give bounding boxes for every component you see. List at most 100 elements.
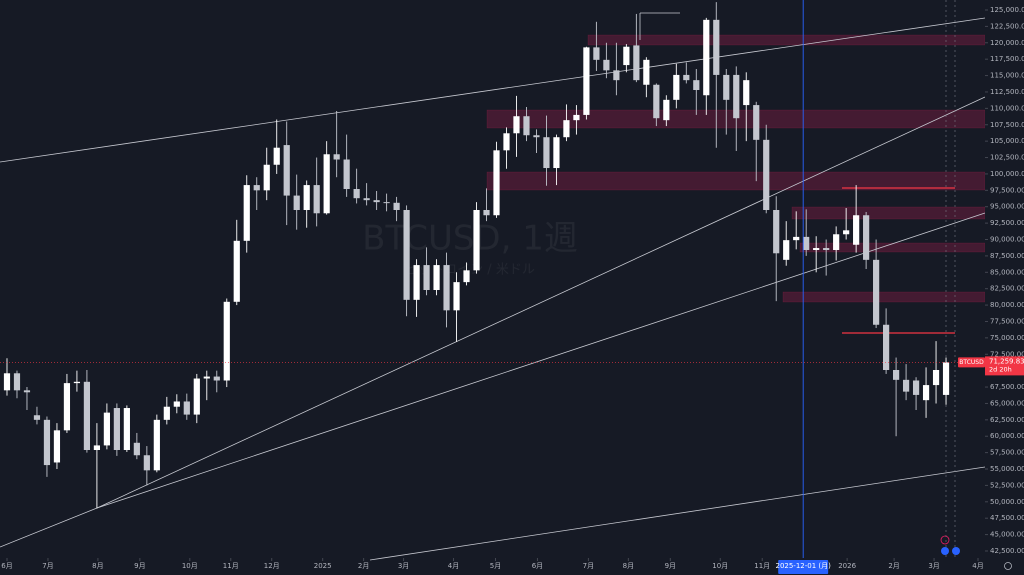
candle-body [483, 210, 490, 216]
settings-icon[interactable] [1004, 562, 1012, 570]
y-tick-label: 50,000.00 [990, 498, 1024, 506]
y-tick-label: 75,000.00 [990, 334, 1024, 342]
candle-body [403, 210, 410, 300]
y-tick-label: 52,500.00 [990, 481, 1024, 489]
x-tick-label: 2025 [314, 562, 332, 570]
flag-icon[interactable] [952, 547, 960, 555]
event-icon[interactable] [940, 535, 950, 545]
trend-line [369, 466, 986, 561]
y-tick-label: 72,500.00 [990, 350, 1024, 358]
y-tick-label: 85,000.00 [990, 268, 1024, 276]
candle-body [263, 164, 270, 191]
candle-body [93, 445, 100, 450]
price-axis [985, 0, 1024, 575]
candle-body [83, 381, 91, 450]
candle-body [663, 99, 670, 121]
y-tick-label: 47,500.00 [990, 514, 1024, 522]
x-tick-label: 8月 [623, 562, 634, 570]
candle-body [433, 265, 440, 290]
symbol-tag [958, 357, 985, 368]
candle-body [613, 70, 620, 81]
candle-body [153, 419, 160, 471]
candle-body [3, 373, 11, 391]
candle-body [103, 412, 110, 446]
candle-body [713, 19, 720, 75]
y-tick-label: 102,500.00 [990, 154, 1024, 162]
candle-body [823, 248, 830, 250]
candle-body [503, 133, 510, 151]
candle-body [23, 390, 31, 393]
candle-body [203, 376, 210, 379]
flag-icon[interactable] [941, 547, 949, 555]
y-tick-label: 55,000.00 [990, 465, 1024, 473]
x-tick-label: 2月 [358, 562, 369, 570]
candle-body [213, 376, 220, 381]
x-tick-label: 4月 [972, 562, 983, 570]
y-tick-label: 120,000.00 [990, 39, 1024, 47]
candle-body [163, 406, 170, 420]
candle-body [273, 147, 280, 165]
candle-body [113, 408, 120, 450]
candle-body [183, 401, 190, 415]
candle-body [863, 215, 870, 260]
candle-body [723, 74, 730, 100]
candle-body [323, 154, 330, 214]
candle-body [383, 202, 390, 204]
zone [486, 171, 986, 191]
x-tick-label: 10月 [712, 562, 728, 570]
candle-body [902, 379, 910, 392]
y-tick-label: 62,500.00 [990, 416, 1024, 424]
candle-body [233, 240, 240, 302]
y-tick-label: 57,500.00 [990, 449, 1024, 457]
candle-body [673, 74, 680, 100]
candle-body [603, 59, 610, 71]
y-tick-label: 100,000.00 [990, 170, 1024, 178]
x-tick-label: 6月 [532, 562, 543, 570]
watermark: BTCUSD, 1週 [362, 219, 578, 259]
candle-body [463, 270, 470, 283]
y-tick-label: 112,500.00 [990, 88, 1024, 96]
x-tick-label: 2026 [838, 562, 856, 570]
candle-body [773, 210, 780, 254]
x-tick-label: 7月 [583, 562, 594, 570]
y-tick-label: 95,000.00 [990, 203, 1024, 211]
candle-body [833, 234, 840, 250]
candle-body [912, 380, 920, 395]
candle-body [693, 80, 700, 90]
y-tick-label: 115,000.00 [990, 72, 1024, 80]
x-tick-label: 3月 [398, 562, 409, 570]
candle-body [243, 185, 250, 241]
y-tick-label: 97,500.00 [990, 186, 1024, 194]
y-tick-label: 60,000.00 [990, 432, 1024, 440]
candle-body [573, 114, 580, 121]
x-tick-label: 10月 [182, 562, 198, 570]
x-tick-label: 4月 [448, 562, 459, 570]
candle-body [343, 159, 350, 190]
candle-body [123, 408, 130, 450]
candle-body [783, 240, 790, 260]
candle-body [73, 381, 81, 384]
candle-body [313, 185, 320, 214]
y-tick-label: 105,000.00 [990, 137, 1024, 145]
y-tick-label: 42,500.00 [990, 547, 1024, 555]
candle-body [393, 202, 400, 210]
y-tick-label: 45,000.00 [990, 531, 1024, 539]
x-tick-label: 8月 [92, 562, 103, 570]
crosshair-label: 2025-12-01 (月) [775, 562, 831, 570]
candle-body [853, 215, 860, 245]
candle-body [643, 59, 650, 85]
candle-body [413, 265, 420, 300]
y-tick-label: 125,000.00 [990, 6, 1024, 14]
x-tick-label: 11月 [223, 562, 239, 570]
candle-body [453, 282, 460, 311]
candle-body [753, 105, 760, 140]
y-tick-label: 80,000.00 [990, 301, 1024, 309]
x-tick-label: 11月 [754, 562, 770, 570]
candle-body [932, 370, 940, 386]
candle-body [303, 185, 310, 210]
candle-body [333, 154, 340, 160]
candle-body [743, 80, 750, 106]
candle-body [653, 84, 660, 119]
candle-body [922, 385, 930, 401]
